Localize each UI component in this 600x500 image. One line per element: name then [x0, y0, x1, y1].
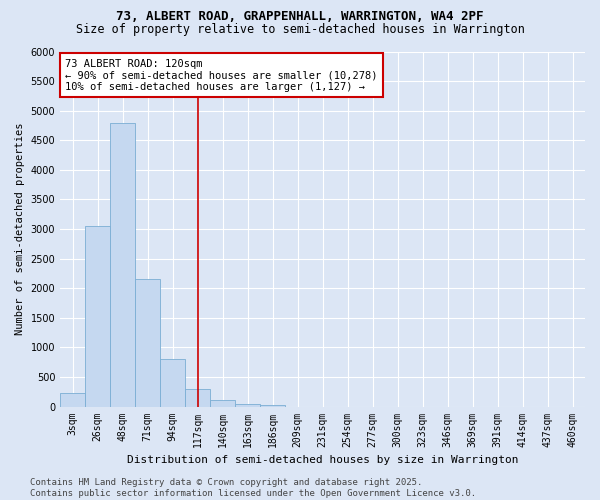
Bar — [60, 393, 85, 406]
Bar — [185, 389, 210, 406]
Text: Size of property relative to semi-detached houses in Warrington: Size of property relative to semi-detach… — [76, 22, 524, 36]
Bar — [110, 122, 135, 406]
X-axis label: Distribution of semi-detached houses by size in Warrington: Distribution of semi-detached houses by … — [127, 455, 518, 465]
Bar — [260, 405, 285, 406]
Bar — [235, 404, 260, 406]
Bar — [160, 359, 185, 406]
Y-axis label: Number of semi-detached properties: Number of semi-detached properties — [15, 123, 25, 336]
Text: 73, ALBERT ROAD, GRAPPENHALL, WARRINGTON, WA4 2PF: 73, ALBERT ROAD, GRAPPENHALL, WARRINGTON… — [116, 10, 484, 23]
Bar — [135, 280, 160, 406]
Bar — [210, 400, 235, 406]
Text: 73 ALBERT ROAD: 120sqm
← 90% of semi-detached houses are smaller (10,278)
10% of: 73 ALBERT ROAD: 120sqm ← 90% of semi-det… — [65, 58, 378, 92]
Text: Contains HM Land Registry data © Crown copyright and database right 2025.
Contai: Contains HM Land Registry data © Crown c… — [30, 478, 476, 498]
Bar — [85, 226, 110, 406]
